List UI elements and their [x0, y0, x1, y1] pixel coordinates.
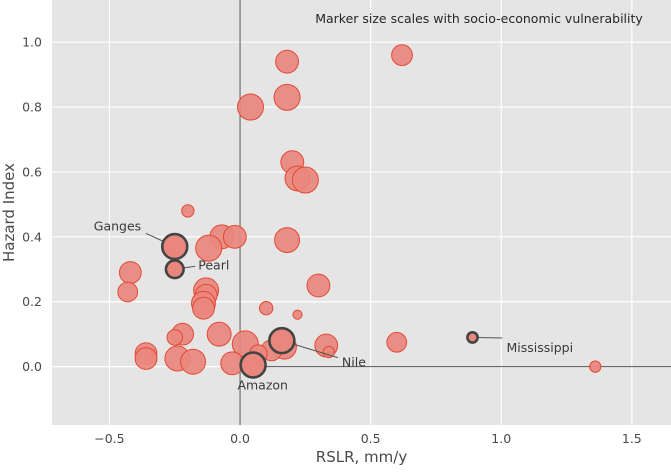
data-point: [392, 45, 413, 66]
y-tick-label: 0.4: [22, 229, 42, 244]
y-tick-label: 0.0: [22, 359, 42, 374]
data-point: [181, 349, 206, 374]
y-tick-label: 0.8: [22, 100, 42, 115]
data-point: [237, 94, 263, 120]
data-point: [119, 262, 141, 284]
data-point: [193, 297, 215, 319]
point-label: Nile: [342, 355, 366, 370]
point-label: Amazon: [237, 377, 288, 392]
data-point: [292, 167, 318, 193]
y-tick-label: 1.0: [22, 35, 42, 50]
x-tick-label: 1.5: [622, 431, 642, 446]
highlighted-point: [166, 260, 184, 278]
data-point: [167, 330, 183, 346]
x-tick-label: 0.5: [361, 431, 381, 446]
data-point: [135, 348, 157, 370]
x-tick-label: 1.0: [491, 431, 511, 446]
data-point: [590, 361, 601, 372]
data-point: [276, 50, 299, 73]
data-point: [274, 84, 300, 110]
data-point: [387, 332, 407, 352]
data-point: [293, 310, 302, 319]
chart-note: Marker size scales with socio-economic v…: [315, 11, 643, 26]
data-point: [182, 205, 194, 217]
highlighted-point: [162, 234, 187, 259]
data-point: [259, 302, 272, 315]
x-axis-label: RSLR, mm/y: [316, 448, 408, 466]
y-tick-label: 0.6: [22, 164, 42, 179]
data-point: [118, 282, 138, 302]
x-tick-label: −0.5: [94, 431, 124, 446]
y-axis-label: Hazard Index: [0, 163, 18, 262]
data-point: [275, 228, 300, 253]
data-point: [207, 322, 231, 346]
data-point: [223, 225, 246, 248]
point-label: Pearl: [198, 257, 229, 272]
highlighted-point: [467, 332, 477, 342]
x-tick-label: 0.0: [230, 431, 250, 446]
point-label: Ganges: [94, 218, 141, 233]
highlighted-point: [269, 328, 294, 353]
highlighted-point: [241, 353, 266, 378]
y-tick-label: 0.2: [22, 294, 42, 309]
data-point: [307, 274, 330, 297]
point-label: Mississippi: [506, 340, 573, 355]
